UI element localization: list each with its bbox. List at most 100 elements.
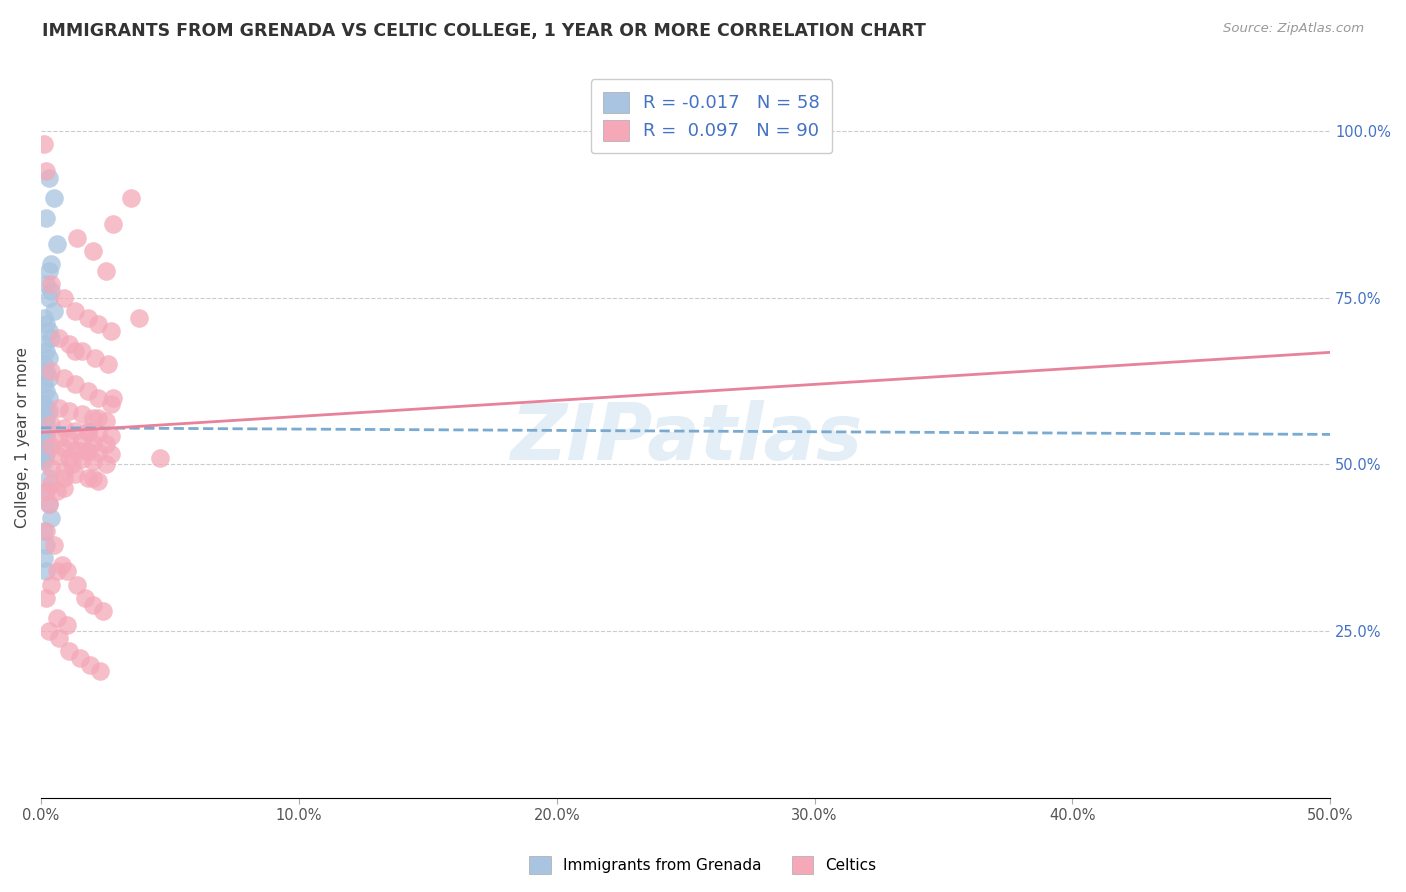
Point xyxy=(35,401,58,415)
Point xyxy=(53,291,76,305)
Point xyxy=(41,577,63,591)
Point xyxy=(35,441,58,455)
Point xyxy=(35,410,58,425)
Point xyxy=(32,454,55,468)
Point xyxy=(63,377,86,392)
Point xyxy=(35,417,58,432)
Point xyxy=(32,450,55,465)
Point xyxy=(66,230,89,244)
Point xyxy=(41,277,63,292)
Point xyxy=(35,277,58,292)
Point xyxy=(32,377,55,392)
Point xyxy=(32,425,55,440)
Point xyxy=(32,137,55,152)
Text: ZIPatlas: ZIPatlas xyxy=(509,400,862,475)
Point xyxy=(63,467,86,482)
Point xyxy=(94,414,117,428)
Point xyxy=(32,437,55,451)
Point xyxy=(35,484,58,499)
Point xyxy=(76,471,98,485)
Point xyxy=(82,436,104,450)
Point xyxy=(66,577,89,591)
Y-axis label: College, 1 year or more: College, 1 year or more xyxy=(15,347,30,528)
Point xyxy=(51,558,73,572)
Point xyxy=(32,357,55,371)
Point xyxy=(79,657,101,672)
Point xyxy=(42,304,65,318)
Point xyxy=(32,408,55,422)
Point xyxy=(38,624,60,639)
Point xyxy=(35,384,58,398)
Point xyxy=(35,164,58,178)
Point xyxy=(63,344,86,359)
Point xyxy=(48,401,70,415)
Point xyxy=(128,310,150,325)
Point xyxy=(103,217,125,231)
Point xyxy=(120,190,142,204)
Point xyxy=(76,310,98,325)
Point xyxy=(38,264,60,278)
Point xyxy=(82,244,104,258)
Point xyxy=(72,408,94,422)
Point xyxy=(53,481,76,495)
Point xyxy=(76,425,98,440)
Point xyxy=(76,424,98,438)
Point xyxy=(73,591,96,605)
Point xyxy=(69,444,91,458)
Point xyxy=(58,644,80,658)
Point xyxy=(41,477,63,491)
Point xyxy=(58,337,80,351)
Point xyxy=(32,450,55,464)
Point xyxy=(76,384,98,398)
Point xyxy=(38,498,60,512)
Point xyxy=(72,452,94,467)
Text: Source: ZipAtlas.com: Source: ZipAtlas.com xyxy=(1223,22,1364,36)
Point xyxy=(35,524,58,538)
Point xyxy=(91,604,114,618)
Point xyxy=(32,444,55,458)
Point xyxy=(32,429,55,443)
Point xyxy=(41,460,63,475)
Point xyxy=(38,170,60,185)
Point xyxy=(32,442,55,457)
Point xyxy=(35,436,58,450)
Point xyxy=(45,484,67,499)
Point xyxy=(100,429,122,443)
Point xyxy=(41,284,63,298)
Point xyxy=(35,431,58,445)
Point xyxy=(56,564,79,578)
Point xyxy=(48,331,70,345)
Point xyxy=(58,404,80,418)
Point xyxy=(63,424,86,438)
Point xyxy=(32,310,55,325)
Point xyxy=(32,414,55,428)
Point xyxy=(32,434,55,448)
Point xyxy=(76,444,98,458)
Point xyxy=(149,450,172,465)
Point xyxy=(53,370,76,384)
Point xyxy=(32,421,55,435)
Point xyxy=(100,324,122,338)
Point xyxy=(87,427,110,442)
Point xyxy=(53,441,76,455)
Point xyxy=(60,458,83,472)
Point xyxy=(56,617,79,632)
Point xyxy=(72,434,94,448)
Point xyxy=(53,421,76,435)
Point xyxy=(87,474,110,488)
Point xyxy=(38,471,60,485)
Point xyxy=(94,264,117,278)
Point xyxy=(45,564,67,578)
Point xyxy=(82,598,104,612)
Point xyxy=(35,424,58,438)
Point xyxy=(100,447,122,461)
Point xyxy=(87,410,110,425)
Point xyxy=(100,397,122,411)
Point xyxy=(32,439,55,453)
Point xyxy=(45,611,67,625)
Point xyxy=(48,450,70,464)
Point xyxy=(38,324,60,338)
Point xyxy=(32,550,55,565)
Point xyxy=(53,471,76,485)
Point xyxy=(53,464,76,478)
